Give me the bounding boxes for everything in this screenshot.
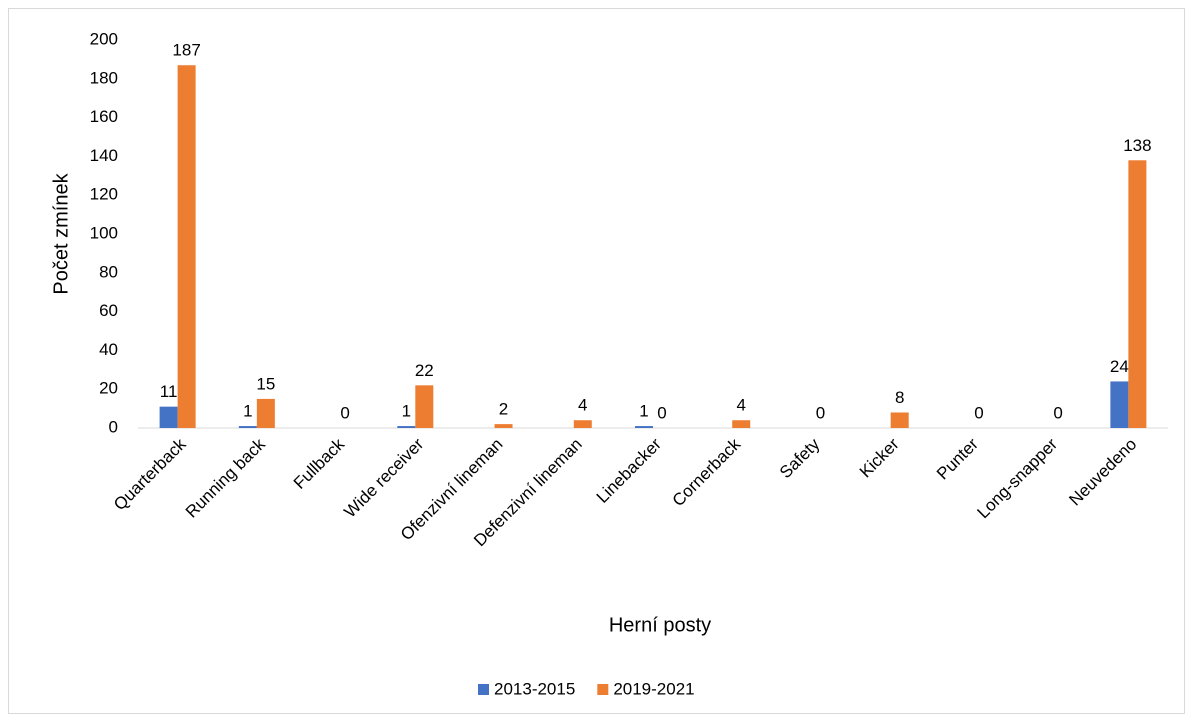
data-label: 1 (639, 402, 648, 421)
y-tick-label: 120 (90, 185, 118, 204)
data-label: 138 (1123, 136, 1151, 155)
legend-swatch (597, 684, 609, 695)
bar (415, 385, 434, 428)
y-tick-label: 20 (99, 379, 118, 398)
legend-label: 2013-2015 (494, 679, 575, 698)
legend-label: 2019-2021 (613, 679, 694, 698)
y-tick-label: 140 (90, 146, 118, 165)
bar (494, 424, 513, 428)
data-label: 24 (1110, 357, 1129, 376)
data-label: 0 (974, 403, 983, 422)
bar (177, 65, 196, 428)
y-tick-label: 80 (99, 262, 118, 281)
y-tick-label: 0 (109, 417, 118, 436)
data-label: 4 (578, 396, 587, 415)
y-tick-label: 100 (90, 223, 118, 242)
legend-swatch (478, 684, 489, 695)
bar (573, 420, 592, 428)
y-tick-label: 40 (99, 340, 118, 359)
data-label: 8 (895, 388, 904, 407)
data-label: 0 (340, 403, 349, 422)
x-axis-title: Herní posty (609, 614, 711, 636)
data-label: 15 (256, 374, 275, 393)
y-tick-label: 200 (90, 29, 118, 48)
data-label: 1 (402, 402, 411, 421)
bar (635, 426, 653, 428)
bar (1128, 160, 1147, 428)
data-label: 0 (1053, 403, 1062, 422)
y-tick-label: 180 (90, 68, 118, 87)
data-label: 1 (243, 402, 252, 421)
data-label: 187 (172, 41, 200, 60)
data-label: 11 (160, 382, 178, 401)
y-axis-title: Počet zmínek (50, 172, 72, 294)
data-label: 0 (816, 403, 825, 422)
chart-border (8, 8, 1185, 714)
data-label: 22 (415, 361, 434, 380)
y-tick-label: 60 (99, 301, 118, 320)
bar (256, 398, 275, 428)
bar (397, 426, 416, 428)
bar (1110, 381, 1129, 428)
y-tick-label: 160 (90, 107, 118, 126)
bar (159, 406, 178, 428)
bar (890, 412, 909, 428)
data-label: 2 (499, 400, 508, 419)
data-label: 4 (736, 396, 745, 415)
data-label: 0 (657, 403, 666, 422)
bar (238, 426, 257, 428)
bar (732, 420, 751, 428)
